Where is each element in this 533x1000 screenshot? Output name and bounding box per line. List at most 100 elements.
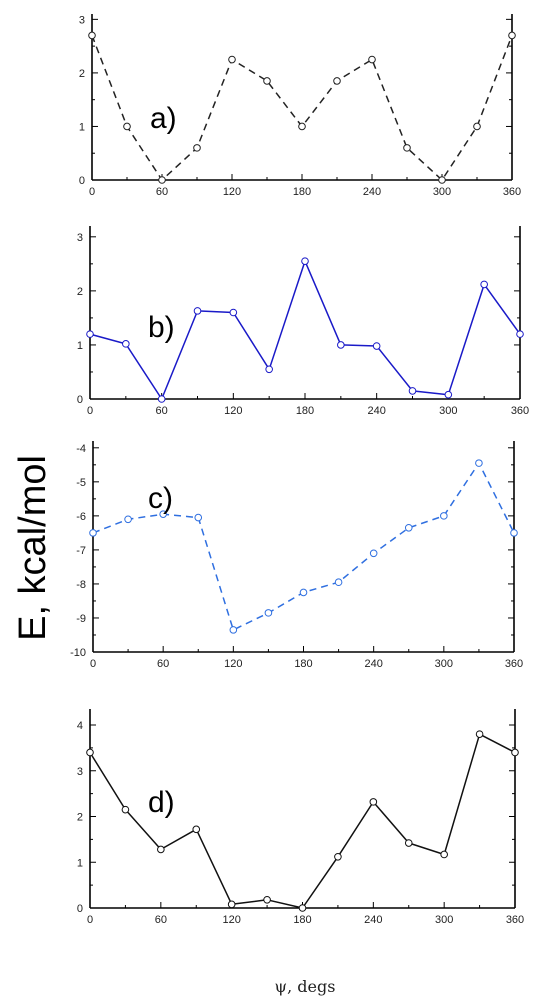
panel-c-data-point <box>369 549 378 558</box>
panel-d-y-tick-label: 4 <box>77 720 83 732</box>
panel-b-data-point <box>516 330 524 338</box>
panel-a-data-point <box>158 176 166 184</box>
panel-b-data-point <box>265 365 273 374</box>
panel-d-data-point <box>157 845 165 854</box>
panel-b-y-tick-label: 0 <box>77 394 83 406</box>
panel-b: 0 60 120 180 240 300 360 0 1 2 3 b) <box>77 226 529 417</box>
panel-c-x-tick-label: 240 <box>364 658 382 670</box>
panel-c-x-tick-label: 0 <box>90 658 96 670</box>
panel-c-data-point <box>124 515 132 524</box>
panel-a-data-point <box>228 55 236 64</box>
panel-c-data-point <box>159 510 167 518</box>
panel-c-x-tick-label: 60 <box>157 658 169 670</box>
panel-b-x-tick-label: 180 <box>296 405 314 417</box>
panel-a-y-tick-label: 0 <box>79 175 85 187</box>
panel-a-x-tick-label: 240 <box>363 186 381 198</box>
panel-d-x-tick-label: 240 <box>364 914 382 926</box>
panel-d-data-point <box>86 748 94 757</box>
panel-b-data-point <box>157 395 166 403</box>
panel-b-x-tick-label: 0 <box>87 405 93 417</box>
panel-a-y-tick-label: 2 <box>79 68 85 80</box>
panel-a-data-point <box>123 122 131 131</box>
panel-a-x-tick-label: 300 <box>433 186 451 198</box>
panel-d-x-tick-label: 120 <box>222 914 240 926</box>
panel-d-x-tick-label: 180 <box>293 914 311 926</box>
panel-c-x-tick-label: 180 <box>294 658 312 670</box>
panel-a-label: a) <box>150 102 177 135</box>
panel-a-x-tick-label: 120 <box>223 186 241 198</box>
panel-d-label: d) <box>148 786 175 819</box>
panel-d-y-tick-label: 3 <box>77 766 83 778</box>
panel-a-data-point <box>88 31 96 40</box>
panel-d-data-point <box>334 852 342 861</box>
panel-b-data-point <box>193 307 202 315</box>
panel-c-data-point <box>475 459 483 467</box>
panel-a-data-point <box>333 77 341 85</box>
panel-b-data-point <box>372 342 381 350</box>
panel-c-x-tick-label: 300 <box>435 658 453 670</box>
panel-b-data-point <box>301 257 309 265</box>
panel-c-y-tick-label: -6 <box>76 511 86 523</box>
panel-d-data-point <box>440 850 448 859</box>
panel-c-y-tick-label: -5 <box>76 477 86 489</box>
panel-a-data-point <box>298 122 306 131</box>
panel-a-data-point <box>473 122 481 131</box>
panel-b-y-tick-label: 2 <box>77 286 83 298</box>
panel-d: 0 60 120 180 240 300 360 0 1 2 3 4 d) <box>77 709 524 926</box>
panel-d-y-tick-label: 1 <box>77 857 83 869</box>
panel-c-y-tick-label: -9 <box>76 613 86 625</box>
panel-d-data-point <box>192 825 201 834</box>
panel-c-y-tick-label: -7 <box>76 545 86 557</box>
panel-b-x-tick-label: 360 <box>511 405 529 417</box>
panel-b-data-point <box>480 280 488 289</box>
panel-a-data-point <box>438 176 446 184</box>
panel-c-y-tick-label: -4 <box>76 443 86 455</box>
panel-b-y-tick-label: 1 <box>77 340 83 352</box>
panel-b-data-point <box>122 340 130 348</box>
panel-b-x-tick-label: 300 <box>439 405 457 417</box>
panel-a-data-point <box>403 144 411 152</box>
panel-a-data-point <box>193 144 201 152</box>
panel-c-label: c) <box>148 482 173 515</box>
panel-b-x-tick-label: 120 <box>224 405 242 417</box>
panel-d-data-point <box>511 748 519 757</box>
panel-c-data-point <box>510 529 518 537</box>
panel-c-data-point <box>299 588 308 597</box>
y-axis-label: E, kcal/mol <box>12 455 54 641</box>
panel-b-data-point <box>337 341 345 349</box>
panel-d-x-tick-label: 300 <box>435 914 453 926</box>
panel-d-x-tick-label: 0 <box>87 914 93 926</box>
panel-b-data-point <box>229 308 238 317</box>
panel-c-x-tick-label: 120 <box>224 658 242 670</box>
panel-c: 0 60 120 180 240 300 360 -10 -9 -8 -7 -6 -5 -4 c) <box>70 441 523 670</box>
panel-d-y-tick-label: 2 <box>77 812 83 824</box>
panel-c-y-tick-label: -8 <box>76 579 86 591</box>
panel-d-data-point <box>227 900 236 909</box>
panel-d-data-point <box>369 798 378 806</box>
panel-a-y-tick-label: 3 <box>79 14 85 26</box>
panel-d-data-point <box>263 895 271 904</box>
panel-b-label: b) <box>148 311 175 344</box>
panel-a-x-tick-label: 0 <box>89 186 95 198</box>
panel-b-data-point <box>444 390 453 399</box>
panel-b-x-tick-label: 240 <box>367 405 385 417</box>
panel-d-x-tick-label: 60 <box>155 914 167 926</box>
panel-d-series-line <box>89 733 516 909</box>
panel-a: 0 60 120 180 240 300 360 0 1 2 3 a) <box>79 14 521 198</box>
panel-a-x-tick-label: 180 <box>293 186 311 198</box>
panel-c-data-point <box>194 513 203 522</box>
panel-c-data-point <box>89 529 97 537</box>
panel-d-data-point <box>121 805 130 814</box>
panel-a-data-point <box>508 31 516 40</box>
panel-c-data-point <box>440 512 448 520</box>
panel-b-data-point <box>86 330 94 338</box>
panel-a-data-point <box>263 77 271 85</box>
panel-c-data-point <box>264 609 273 617</box>
panel-c-y-tick-label: -10 <box>70 647 86 659</box>
panel-c-x-tick-label: 360 <box>505 658 523 670</box>
panel-b-x-tick-label: 60 <box>156 405 168 417</box>
panel-b-y-tick-label: 3 <box>77 232 83 244</box>
panel-c-data-point <box>229 626 238 634</box>
